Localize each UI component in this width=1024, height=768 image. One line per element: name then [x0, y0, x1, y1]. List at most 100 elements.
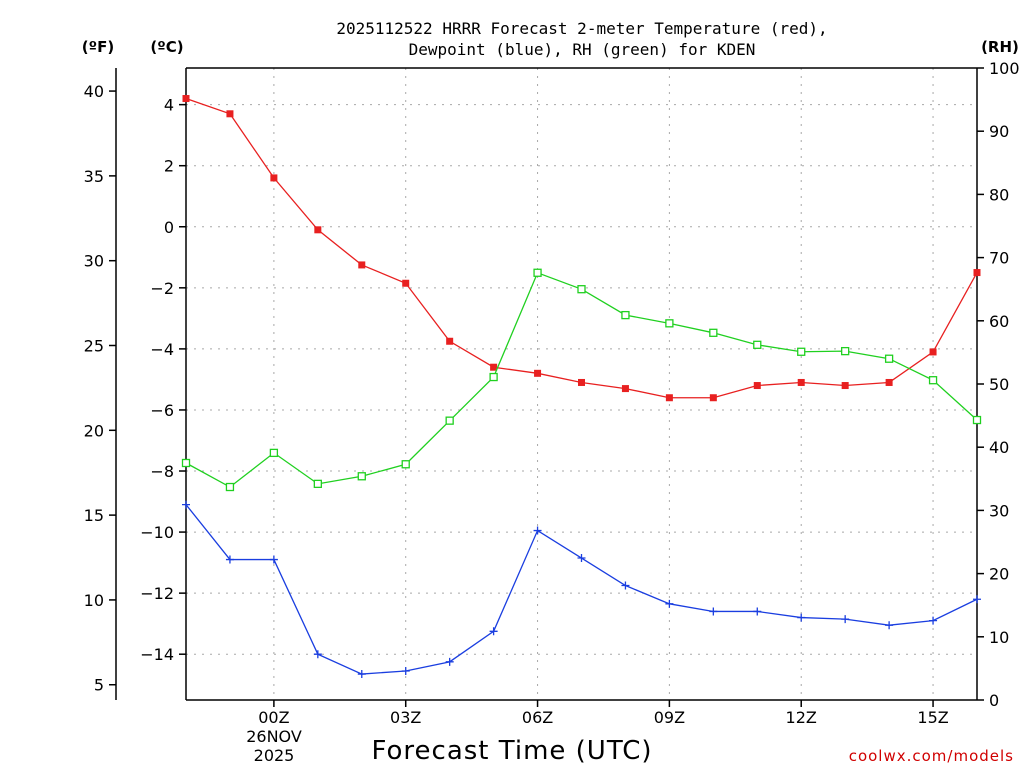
fahrenheit-tick-label: 25 [84, 336, 104, 355]
fahrenheit-tick-label: 35 [84, 167, 104, 186]
fahrenheit-tick-label: 15 [84, 506, 104, 525]
temperature-point [314, 226, 322, 234]
temperature-point [841, 382, 849, 390]
temperature-point [534, 369, 542, 377]
celsius-tick-label: −12 [140, 584, 174, 603]
fahrenheit-unit-label: (ºF) [82, 38, 114, 56]
series-dewpoint [182, 500, 981, 679]
celsius-tick-label: −14 [140, 645, 174, 664]
series-rh [181, 268, 982, 492]
dewpoint-point [665, 599, 674, 608]
rh-tick-label: 0 [989, 691, 999, 710]
dewpoint-point [621, 581, 630, 590]
chart-title-line1: 2025112522 HRRR Forecast 2-meter Tempera… [336, 19, 827, 38]
temperature-point [973, 269, 981, 277]
temperature-point [709, 394, 717, 402]
rh-unit-label: (RH) [981, 38, 1019, 56]
rh-point [533, 268, 542, 277]
temperature-point [621, 385, 629, 393]
celsius-tick-label: −2 [150, 279, 174, 298]
celsius-tick-label: 0 [164, 218, 174, 237]
dewpoint-point [709, 607, 718, 616]
x-axis-title: Forecast Time (UTC) [371, 736, 652, 766]
dewpoint-point [269, 555, 278, 564]
temperature-point [446, 337, 454, 345]
rh-point [269, 448, 279, 458]
rh-point [753, 340, 762, 349]
dewpoint-point [753, 607, 762, 616]
rh-tick-label: 60 [989, 312, 1009, 331]
dewpoint-point [489, 627, 498, 636]
x-tick-label: 00Z [258, 708, 289, 727]
celsius-tick-label: −6 [150, 401, 174, 420]
celsius-tick-label: −4 [150, 340, 174, 359]
series-layer [181, 95, 982, 679]
temperature-point [578, 378, 585, 386]
temperature-point [358, 261, 366, 269]
rh-point [621, 310, 630, 320]
rh-point [841, 346, 850, 356]
dewpoint-point [885, 621, 894, 630]
rh-tick-label: 40 [989, 438, 1009, 457]
temperature-point [753, 382, 761, 390]
dewpoint-point [797, 613, 806, 622]
date-year-label: 2025 [254, 746, 295, 765]
temperature-point [182, 95, 190, 103]
rh-tick-label: 90 [989, 122, 1009, 141]
celsius-unit-label: (ºC) [150, 38, 183, 56]
dewpoint-line [185, 504, 978, 675]
rh-point [313, 479, 322, 489]
rh-point [489, 372, 498, 382]
temperature-point [665, 394, 673, 402]
rh-point [928, 376, 938, 385]
dewpoint-point [533, 526, 542, 535]
rh-tick-label: 50 [989, 375, 1009, 394]
rh-tick-label: 20 [989, 565, 1009, 584]
date-day-label: 26NOV [246, 727, 302, 746]
fahrenheit-tick-label: 40 [84, 82, 104, 101]
series-temperature [182, 95, 981, 402]
temperature-point [226, 110, 234, 118]
fahrenheit-tick-label: 5 [94, 676, 104, 695]
credit-link[interactable]: coolwx.com/models [849, 747, 1014, 765]
temperature-point [270, 174, 278, 182]
rh-tick-label: 70 [989, 249, 1009, 268]
rh-tick-label: 100 [989, 59, 1020, 78]
rh-tick-label: 30 [989, 501, 1009, 520]
dewpoint-point [973, 595, 981, 604]
dewpoint-point [357, 670, 366, 679]
temperature-point [490, 363, 498, 371]
grid-lines [186, 68, 977, 700]
temperature-point [929, 348, 937, 356]
rh-point [665, 319, 674, 328]
celsius-tick-label: −8 [150, 462, 174, 481]
x-tick-label: 06Z [522, 708, 553, 727]
celsius-tick-label: 4 [164, 96, 174, 115]
temperature-point [402, 279, 410, 287]
celsius-tick-label: −10 [140, 523, 174, 542]
fahrenheit-tick-label: 30 [84, 252, 104, 271]
dewpoint-point [445, 657, 454, 666]
rh-tick-label: 10 [989, 628, 1009, 647]
axes [109, 67, 984, 707]
fahrenheit-tick-label: 10 [84, 591, 104, 610]
dewpoint-point [225, 555, 234, 564]
rh-point [445, 416, 454, 425]
dewpoint-point [313, 650, 322, 659]
rh-point [401, 460, 410, 469]
tick-labels: 403530252015105420−2−4−6−8−10−12−1410090… [84, 59, 1020, 727]
rh-point [357, 472, 366, 481]
x-tick-label: 03Z [390, 708, 421, 727]
rh-point [225, 482, 235, 492]
dewpoint-point [182, 500, 190, 509]
x-tick-label: 15Z [917, 708, 948, 727]
rh-point [577, 285, 586, 294]
rh-point [972, 415, 982, 425]
rh-tick-label: 80 [989, 185, 1009, 204]
fahrenheit-tick-label: 20 [84, 421, 104, 440]
celsius-tick-label: 2 [164, 157, 174, 176]
chart-title-line2: Dewpoint (blue), RH (green) for KDEN [409, 40, 756, 59]
dewpoint-point [401, 666, 410, 675]
temperature-point [797, 378, 805, 386]
